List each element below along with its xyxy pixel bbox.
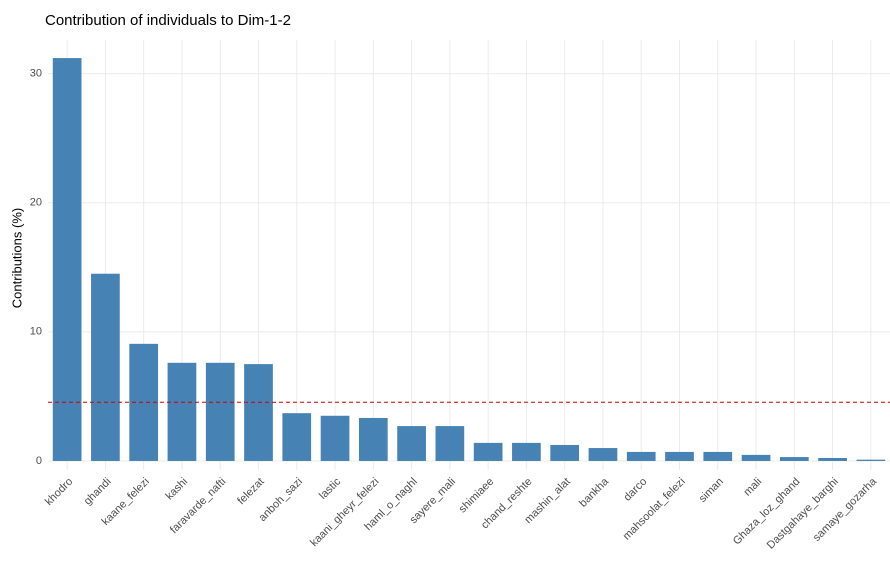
bar (665, 451, 694, 461)
bar (626, 451, 656, 461)
y-tick-label: 20 (30, 197, 42, 209)
y-tick-label: 10 (30, 326, 42, 338)
y-tick-label: 30 (30, 67, 42, 79)
bar (244, 364, 273, 461)
bar (550, 444, 580, 461)
bar (320, 415, 350, 461)
bar (52, 58, 82, 461)
bar (91, 273, 120, 461)
bar (282, 413, 312, 461)
bar (473, 442, 503, 461)
bar (435, 426, 465, 461)
bar (358, 417, 388, 461)
bar (703, 451, 733, 461)
bar (779, 457, 809, 461)
bar (588, 448, 618, 461)
bar (397, 426, 426, 461)
bar (512, 442, 541, 461)
y-tick-label: 0 (36, 455, 42, 467)
bar (818, 457, 847, 461)
chart-title: Contribution of individuals to Dim-1-2 (45, 12, 291, 29)
bar (856, 459, 886, 461)
y-axis-title: Contributions (%) (9, 208, 24, 308)
bar (741, 454, 771, 461)
bar (205, 362, 235, 461)
bar (167, 362, 197, 461)
